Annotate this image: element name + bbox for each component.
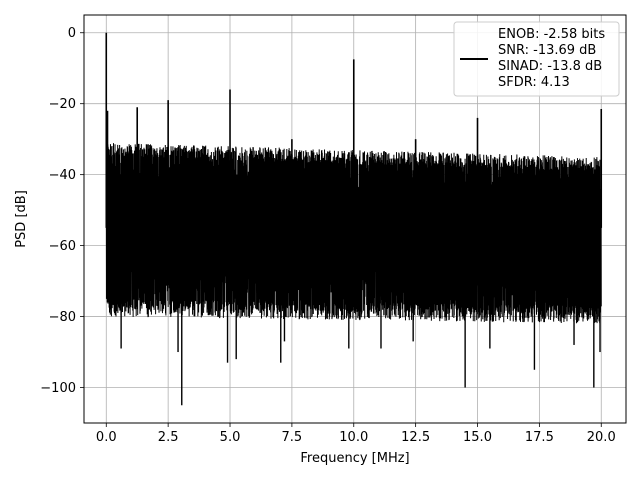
legend-entry-line-0: ENOB: -2.58 bits	[498, 27, 605, 42]
y-tick-label: −40	[49, 168, 76, 183]
x-tick-label: 10.0	[339, 430, 368, 445]
legend-box	[453, 21, 620, 97]
x-tick-label: 15.0	[463, 430, 492, 445]
legend-entry-line-2: SINAD: -13.8 dB	[498, 59, 602, 74]
x-tick-label: 0.0	[96, 430, 117, 445]
y-axis: 0 −20 −40 −60 −80 −100	[40, 26, 84, 396]
plot-area	[105, 32, 603, 406]
plot-frame	[83, 14, 627, 424]
y-tick-label: −60	[49, 239, 76, 254]
x-tick-label: 5.0	[220, 430, 241, 445]
y-tick-label: 0	[68, 26, 76, 41]
legend-entry-line-3: SFDR: 4.13	[498, 75, 570, 90]
legend-entry-line-1: SNR: -13.69 dB	[498, 43, 596, 58]
y-tick-label: −100	[40, 381, 76, 396]
x-axis-label: Frequency [MHz]	[300, 451, 409, 466]
y-axis-label: PSD [dB]	[14, 190, 29, 248]
x-tick-label: 12.5	[401, 430, 430, 445]
x-tick-label: 17.5	[525, 430, 554, 445]
x-tick-label: 7.5	[282, 430, 303, 445]
y-tick-label: −80	[49, 310, 76, 325]
x-axis: 0.0 2.5 5.0 7.5 10.0 12.5 15.0 17.5 20.0	[96, 423, 616, 445]
y-tick-label: −20	[49, 97, 76, 112]
x-tick-label: 20.0	[587, 430, 616, 445]
x-tick-label: 2.5	[158, 430, 179, 445]
